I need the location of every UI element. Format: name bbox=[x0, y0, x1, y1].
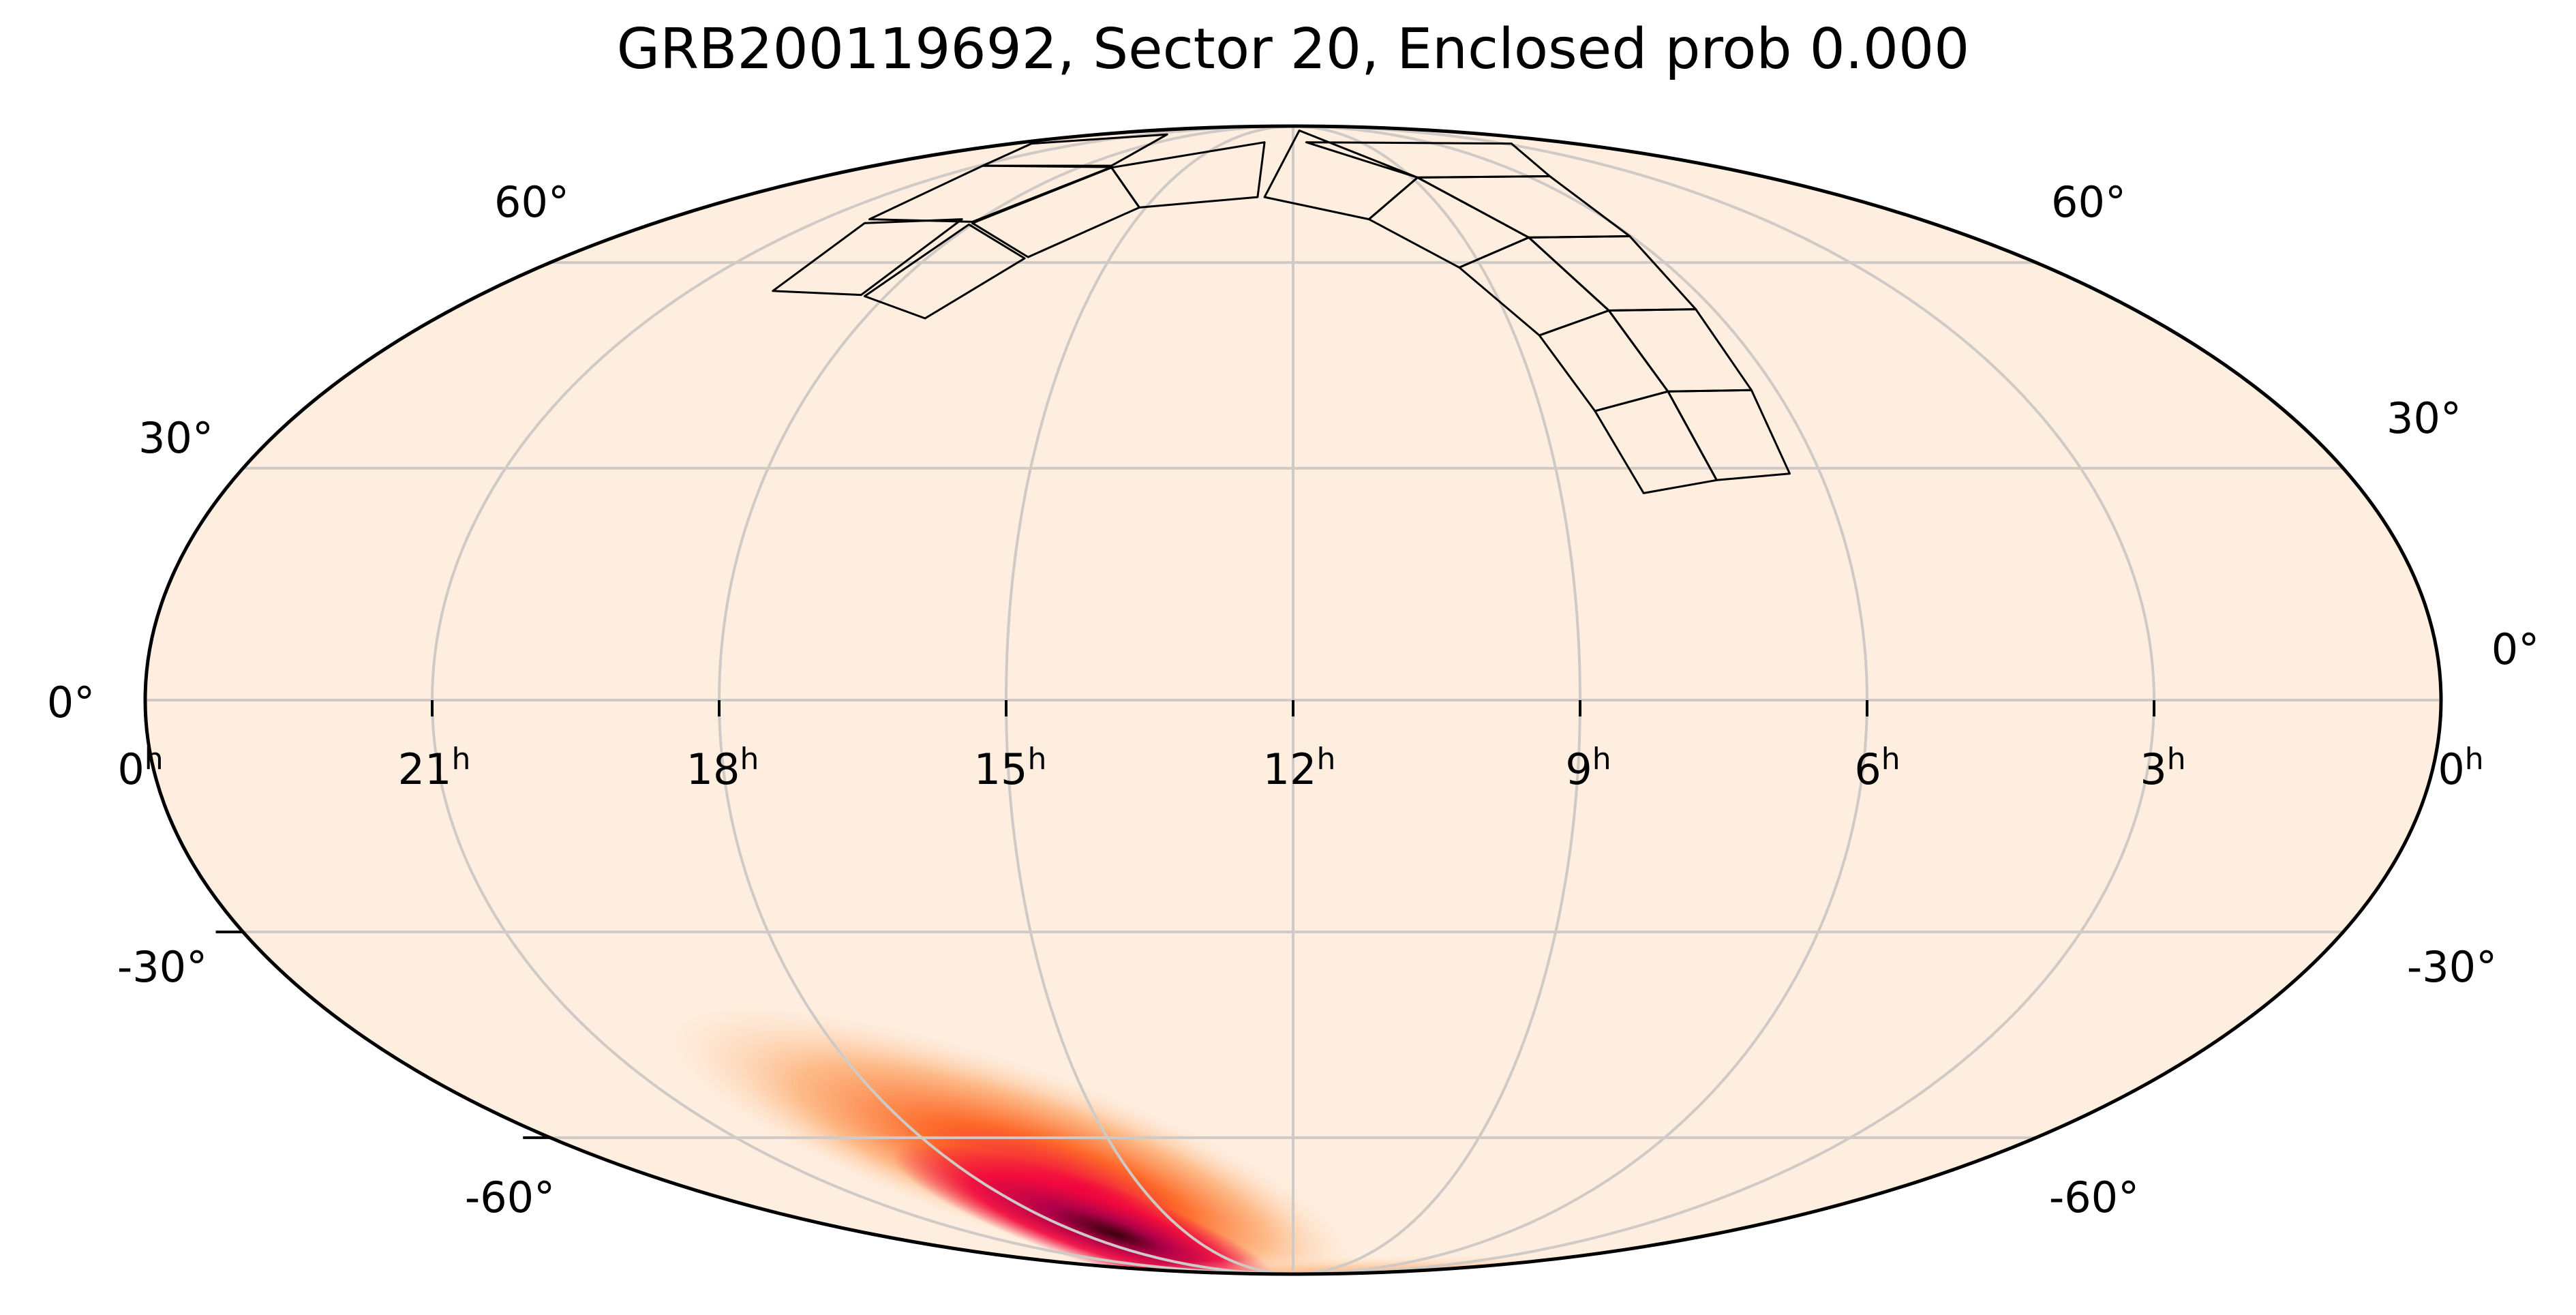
ra-tick-label: 15h bbox=[974, 742, 1047, 794]
axis-labels: 0h 21h 18h 15h 12h 9h 6h 3h 0h60°30°0°-30°-60°60… bbox=[47, 177, 2539, 1222]
ra-tick-unit: h bbox=[1592, 742, 1611, 776]
dec-tick-label-left: -60° bbox=[465, 1173, 555, 1222]
ra-tick-unit: h bbox=[1317, 742, 1336, 776]
ra-tick-value: 3 bbox=[2140, 744, 2166, 794]
ra-tick-value: 6 bbox=[1854, 744, 1881, 794]
ccd-footprint bbox=[982, 133, 1168, 167]
dec-tick-label-left: -30° bbox=[117, 942, 207, 992]
dec-tick-label-right: 0° bbox=[2491, 624, 2539, 674]
dec-tick-label-right: -60° bbox=[2049, 1173, 2139, 1222]
dec-tick-label-left: 60° bbox=[494, 177, 569, 227]
heatmap-contour-core bbox=[892, 1143, 1281, 1274]
ccd-footprint bbox=[1110, 141, 1266, 209]
ra-tick-unit: h bbox=[1028, 742, 1047, 776]
ra-tick-value: 0 bbox=[2438, 744, 2464, 794]
ra-tick-label: 12h bbox=[1263, 742, 1336, 794]
ra-tick-label: 3h bbox=[2140, 742, 2185, 794]
ra-tick-value: 0 bbox=[117, 744, 144, 794]
ra-tick-unit: h bbox=[145, 742, 164, 776]
dec-tick-label-right: 30° bbox=[2386, 393, 2461, 443]
dec-tick-label-right: 60° bbox=[2051, 177, 2126, 227]
ra-tick-label: 0h bbox=[117, 742, 163, 794]
dec-tick-label-right: -30° bbox=[2407, 942, 2497, 992]
ra-tick-label: 6h bbox=[1854, 742, 1900, 794]
ra-tick-unit: h bbox=[2465, 742, 2484, 776]
ra-tick-label: 9h bbox=[1565, 742, 1611, 794]
ra-tick-label: 21h bbox=[398, 742, 471, 794]
ra-tick-value: 18 bbox=[686, 744, 740, 794]
dec-tick-label-left: 0° bbox=[47, 678, 95, 727]
axis-ticks bbox=[144, 700, 2442, 1139]
ra-tick-label: 0h bbox=[2438, 742, 2483, 794]
ra-tick-value: 15 bbox=[974, 744, 1028, 794]
ra-tick-value: 9 bbox=[1565, 744, 1592, 794]
dec-tick-label-left: 30° bbox=[138, 413, 213, 463]
ra-tick-unit: h bbox=[740, 742, 759, 776]
ra-tick-label: 18h bbox=[686, 742, 759, 794]
ra-tick-unit: h bbox=[2167, 742, 2186, 776]
ra-tick-unit: h bbox=[1881, 742, 1900, 776]
ra-tick-value: 12 bbox=[1263, 744, 1317, 794]
ra-tick-value: 21 bbox=[398, 744, 452, 794]
chart-title: GRB200119692, Sector 20, Enclosed prob 0… bbox=[617, 17, 1970, 82]
ra-tick-unit: h bbox=[452, 742, 471, 776]
ccd-footprint bbox=[863, 223, 1026, 320]
ccd-footprint bbox=[1667, 389, 1791, 481]
tess-sector-footprint bbox=[772, 130, 1791, 494]
